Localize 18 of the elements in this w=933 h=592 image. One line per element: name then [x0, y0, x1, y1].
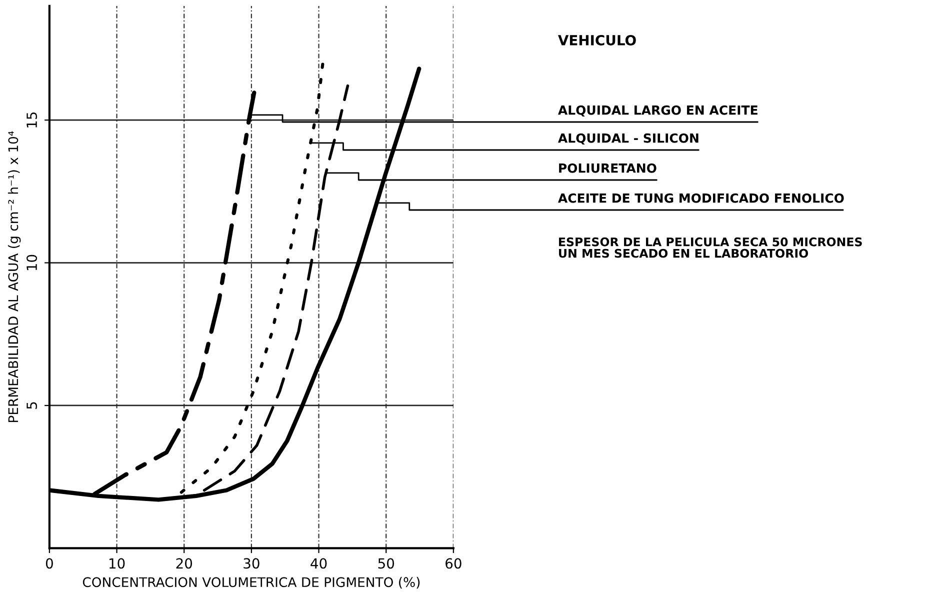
x-tick-label: 20 [176, 558, 192, 569]
x-tick-label: 0 [46, 558, 53, 569]
x-axis-title: CONCENTRACION VOLUMETRICA DE PIGMENTO (%) [82, 576, 420, 589]
x-tick-label: 30 [244, 558, 260, 569]
text: ESPESOR DE LA PELICULA SECA 50 MICRONES UN MES SECADO EN EL LABORATORIO [559, 237, 862, 258]
y-axis-title: PERMEABILIDAD AL AGUA (g cm⁻² h⁻¹) x 10⁴ [8, 131, 21, 422]
x-tick-label: 60 [446, 558, 462, 569]
text: ACEITE DE TUNG MODIFICADO FENOLICO [558, 193, 844, 203]
x-tick-label: 50 [378, 558, 394, 569]
text: ALQUIDAL LARGO EN ACEITE [558, 105, 758, 116]
x-tick-label: 40 [310, 558, 327, 569]
y-tick-label: 15 [26, 112, 38, 128]
legend-title: VEHICULO [558, 34, 636, 46]
y-tick-label: 10 [26, 254, 38, 270]
text: ALQUIDAL - SILICON [558, 133, 698, 144]
text: POLIURETANO [559, 163, 656, 173]
y-tick-label: 5 [26, 402, 38, 409]
x-tick-label: 10 [109, 558, 125, 569]
